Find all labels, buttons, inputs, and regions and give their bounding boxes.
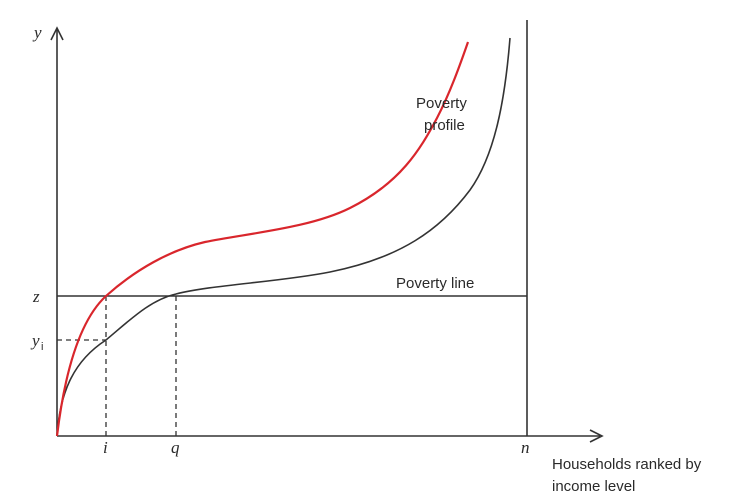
shifted-profile-curve (55, 41, 470, 437)
yi-tick-label-sub: i (41, 341, 43, 353)
dashed-guides (57, 296, 177, 436)
q-tick-label: q (171, 438, 180, 457)
yi-tick-label: y i (30, 331, 43, 353)
y-axis-label: y (32, 23, 42, 42)
poverty-line-label: Poverty line (396, 275, 474, 292)
x-axis-label-line2: income level (552, 478, 635, 495)
x-axis-arrow (589, 429, 604, 443)
poverty-profile-curve (56, 37, 511, 437)
z-tick-label: z (32, 287, 40, 306)
yi-tick-label-base: y (30, 331, 40, 350)
axes (50, 26, 604, 443)
n-tick-label: n (521, 438, 530, 457)
y-axis-arrow (50, 26, 64, 41)
poverty-profile-label-line1: Poverty (416, 95, 467, 112)
x-axis-label-line1: Households ranked by (552, 456, 702, 473)
poverty-profile-label-line2: profile (424, 117, 465, 134)
i-tick-label: i (103, 438, 108, 457)
